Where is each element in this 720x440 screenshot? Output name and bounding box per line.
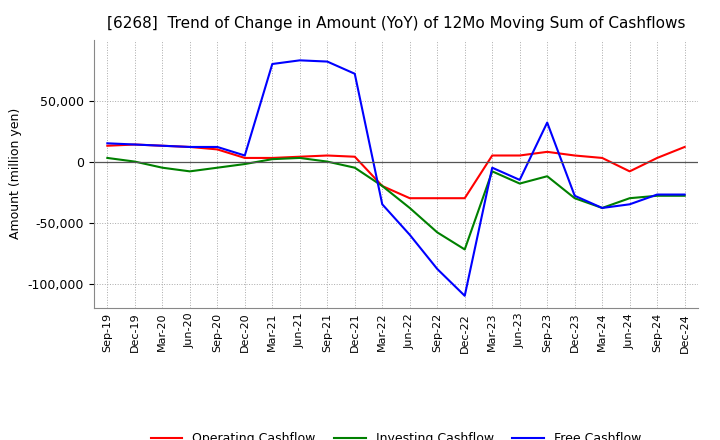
- Free Cashflow: [295, 58, 304, 63]
- Investing Cashflow: [295, 155, 304, 161]
- Operating Cashflow: [186, 144, 194, 150]
- Line: Investing Cashflow: Investing Cashflow: [107, 158, 685, 249]
- Free Cashflow: [570, 193, 579, 198]
- Free Cashflow: [405, 232, 414, 238]
- Investing Cashflow: [488, 169, 497, 174]
- Operating Cashflow: [680, 144, 689, 150]
- Investing Cashflow: [680, 193, 689, 198]
- Investing Cashflow: [378, 183, 387, 189]
- Free Cashflow: [268, 61, 276, 66]
- Operating Cashflow: [378, 183, 387, 189]
- Investing Cashflow: [570, 195, 579, 201]
- Free Cashflow: [213, 144, 222, 150]
- Investing Cashflow: [543, 174, 552, 179]
- Operating Cashflow: [653, 155, 662, 161]
- Free Cashflow: [240, 153, 249, 158]
- Investing Cashflow: [433, 230, 441, 235]
- Free Cashflow: [130, 142, 139, 147]
- Investing Cashflow: [268, 157, 276, 162]
- Free Cashflow: [543, 120, 552, 125]
- Free Cashflow: [680, 192, 689, 197]
- Operating Cashflow: [130, 142, 139, 147]
- Line: Operating Cashflow: Operating Cashflow: [107, 144, 685, 198]
- Investing Cashflow: [351, 165, 359, 170]
- Free Cashflow: [186, 144, 194, 150]
- Investing Cashflow: [213, 165, 222, 170]
- Free Cashflow: [158, 143, 166, 148]
- Legend: Operating Cashflow, Investing Cashflow, Free Cashflow: Operating Cashflow, Investing Cashflow, …: [146, 427, 646, 440]
- Operating Cashflow: [570, 153, 579, 158]
- Operating Cashflow: [626, 169, 634, 174]
- Operating Cashflow: [405, 195, 414, 201]
- Free Cashflow: [378, 202, 387, 207]
- Investing Cashflow: [598, 205, 606, 211]
- Free Cashflow: [433, 266, 441, 271]
- Operating Cashflow: [158, 143, 166, 148]
- Free Cashflow: [103, 141, 112, 146]
- Operating Cashflow: [103, 143, 112, 148]
- Investing Cashflow: [460, 247, 469, 252]
- Investing Cashflow: [653, 193, 662, 198]
- Line: Free Cashflow: Free Cashflow: [107, 60, 685, 296]
- Operating Cashflow: [213, 147, 222, 152]
- Investing Cashflow: [158, 165, 166, 170]
- Free Cashflow: [351, 71, 359, 77]
- Free Cashflow: [598, 205, 606, 211]
- Operating Cashflow: [488, 153, 497, 158]
- Y-axis label: Amount (million yen): Amount (million yen): [9, 108, 22, 239]
- Investing Cashflow: [626, 195, 634, 201]
- Free Cashflow: [516, 177, 524, 183]
- Operating Cashflow: [516, 153, 524, 158]
- Operating Cashflow: [268, 155, 276, 161]
- Operating Cashflow: [598, 155, 606, 161]
- Operating Cashflow: [240, 155, 249, 161]
- Investing Cashflow: [240, 161, 249, 167]
- Operating Cashflow: [433, 195, 441, 201]
- Investing Cashflow: [516, 181, 524, 186]
- Operating Cashflow: [460, 195, 469, 201]
- Operating Cashflow: [323, 153, 332, 158]
- Free Cashflow: [488, 165, 497, 170]
- Free Cashflow: [460, 293, 469, 298]
- Free Cashflow: [653, 192, 662, 197]
- Operating Cashflow: [295, 154, 304, 159]
- Investing Cashflow: [405, 205, 414, 211]
- Investing Cashflow: [323, 159, 332, 164]
- Investing Cashflow: [186, 169, 194, 174]
- Investing Cashflow: [103, 155, 112, 161]
- Title: [6268]  Trend of Change in Amount (YoY) of 12Mo Moving Sum of Cashflows: [6268] Trend of Change in Amount (YoY) o…: [107, 16, 685, 32]
- Free Cashflow: [323, 59, 332, 64]
- Operating Cashflow: [543, 149, 552, 154]
- Operating Cashflow: [351, 154, 359, 159]
- Investing Cashflow: [130, 159, 139, 164]
- Free Cashflow: [626, 202, 634, 207]
